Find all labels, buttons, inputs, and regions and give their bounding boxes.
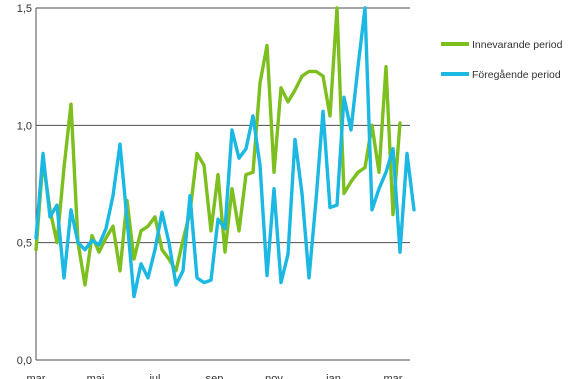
series-foregaende-period: [34, 6, 416, 299]
legend-label: Innevarande period: [472, 39, 563, 51]
y-tick-label: 1,0: [17, 120, 32, 132]
legend-label: Föregående period: [472, 69, 561, 81]
grid-layer: [36, 7, 410, 361]
x-tick-label: mar: [384, 373, 403, 379]
x-tick-label: sep: [206, 373, 224, 379]
x-tick-label: jul: [148, 373, 160, 379]
x-tick-label: nov: [265, 373, 283, 379]
x-tick-label: maj: [87, 373, 105, 379]
x-tick-label: jan: [325, 373, 341, 379]
y-tick-label: 1,5: [17, 3, 32, 15]
x-tick-label: mar: [27, 373, 46, 379]
axis-layer: 0,0 0,5 1,0 1,5 mar maj jul sep nov jan mar: [17, 3, 403, 379]
legend: Innevarande period Föregående period: [441, 39, 563, 81]
series-innevarande-period: [34, 6, 402, 287]
series-layer: [34, 6, 416, 299]
y-tick-label: 0,5: [17, 238, 32, 250]
y-tick-label: 0,0: [17, 355, 32, 367]
